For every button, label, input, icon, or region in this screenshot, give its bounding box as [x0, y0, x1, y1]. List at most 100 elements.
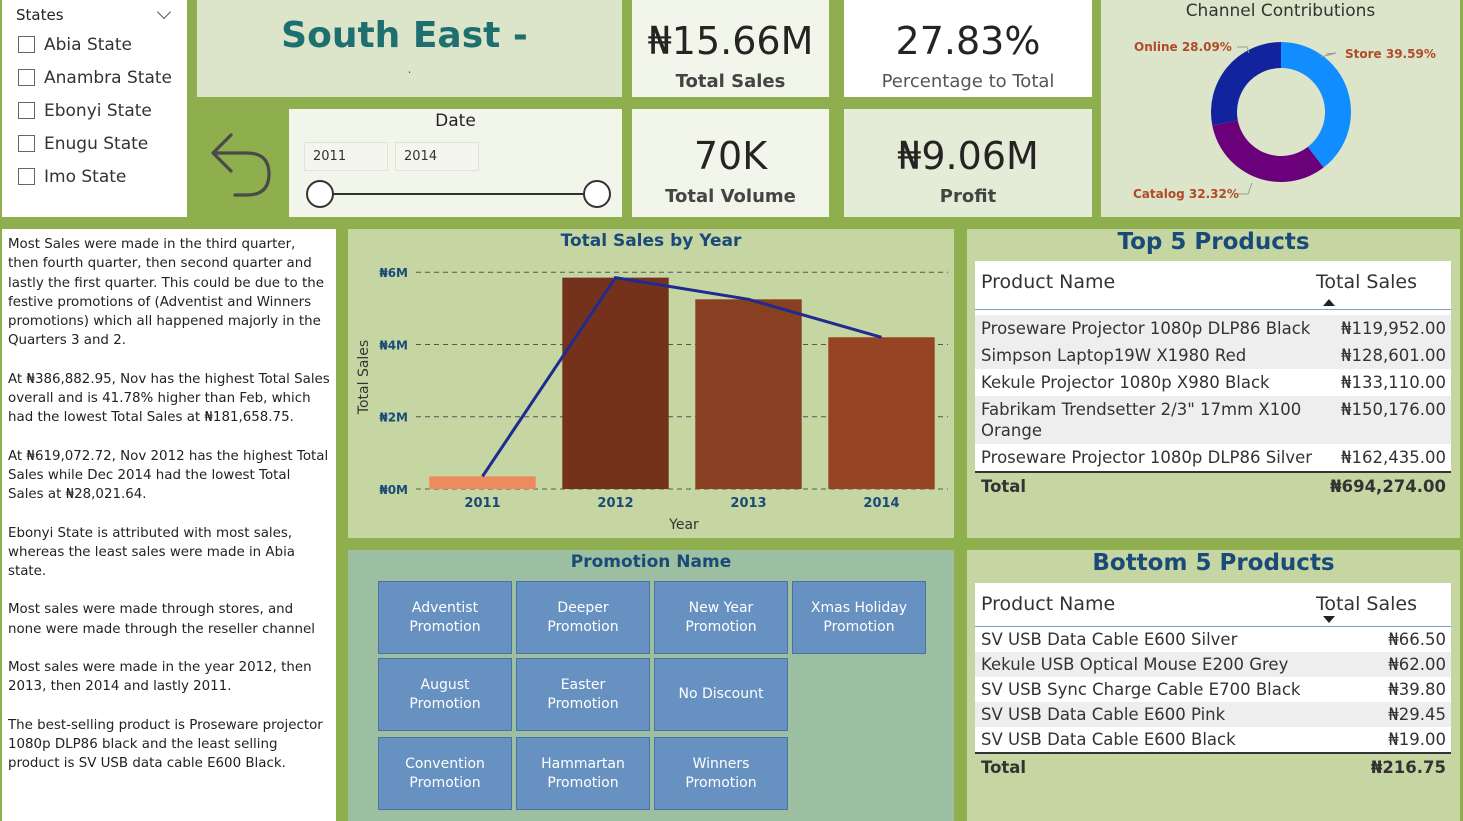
y-tick-label: ₦6M	[379, 266, 408, 280]
chart-title: Total Sales by Year	[561, 231, 742, 251]
product-name-cell: Fabrikam Trendsetter 2/3" 17mm X100 Oran…	[981, 400, 1302, 440]
promo-convention-button[interactable]: Convention Promotion	[378, 737, 512, 810]
table-spacer	[975, 310, 1451, 315]
y-tick-label: ₦0M	[379, 483, 408, 497]
table-row[interactable]: Kekule Projector 1080p X980 Black ₦133,11…	[975, 369, 1451, 396]
back-arrow-icon	[211, 133, 271, 197]
insight-text: The best-selling product is Proseware pr…	[8, 717, 323, 772]
total-sales-cell: ₦62.00	[1388, 655, 1446, 674]
sales-by-year-chart: Total Sales by Year Total Sales Year ₦0M…	[348, 229, 954, 538]
table-row[interactable]: SV USB Data Cable E600 Black ₦19.00	[975, 727, 1451, 752]
table-row[interactable]: SV USB Sync Charge Cable E700 Black ₦39.8…	[975, 677, 1451, 702]
x-tick-label: 2014	[863, 496, 899, 511]
date-slider-track[interactable]	[321, 193, 598, 195]
product-name-cell: Kekule Projector 1080p X980 Black	[981, 373, 1270, 392]
y-axis-label: Total Sales	[356, 340, 372, 415]
promo-adventist-button[interactable]: Adventist Promotion	[378, 581, 512, 654]
bottom-5-products-table: Bottom 5 Products Product Name Total Sal…	[967, 550, 1460, 821]
state-option-imo[interactable]: Imo State	[16, 160, 173, 193]
total-sales-cell: ₦19.00	[1388, 730, 1446, 749]
promo-deeper-button[interactable]: Deeper Promotion	[516, 581, 650, 654]
state-option-label: Enugu State	[44, 133, 149, 154]
total-label: Total	[981, 477, 1027, 496]
state-option-anambra[interactable]: Anambra State	[16, 61, 173, 94]
table-row[interactable]: Fabrikam Trendsetter 2/3" 17mm X100 Oran…	[975, 396, 1451, 444]
state-option-label: Abia State	[44, 34, 132, 55]
state-option-enugu[interactable]: Enugu State	[16, 127, 173, 160]
donut-slice-online[interactable]	[1211, 42, 1281, 126]
page-subtitle: .	[407, 62, 412, 76]
donut-slice-store[interactable]	[1281, 42, 1351, 168]
total-sales-cell: ₦119,952.00	[1341, 319, 1446, 338]
x-axis-label: Year	[668, 517, 699, 533]
sort-descending-icon[interactable]	[1323, 616, 1335, 623]
table-row[interactable]: Simpson Laptop19W X1980 Red ₦128,601.00	[975, 342, 1451, 369]
product-name-cell: SV USB Data Cable E600 Black	[981, 730, 1236, 749]
state-option-label: Ebonyi State	[44, 100, 152, 121]
y-tick-label: ₦2M	[379, 411, 408, 425]
date-slicer: Date 2011 2014	[289, 109, 622, 217]
total-sales-cell: ₦29.45	[1388, 705, 1446, 724]
checkbox[interactable]	[18, 102, 35, 119]
top-5-title: Top 5 Products	[1117, 229, 1310, 255]
table-row[interactable]: Proseware Projector 1080p DLP86 Black ₦11…	[975, 315, 1451, 342]
channel-label-store: Store 39.59%	[1345, 47, 1436, 61]
states-slicer-title: States	[16, 6, 64, 24]
promo-winners-button[interactable]: Winners Promotion	[654, 737, 788, 810]
checkbox[interactable]	[18, 36, 35, 53]
sales-by-year-svg: Total Sales by Year Total Sales Year ₦0M…	[356, 231, 948, 533]
promo-easter-button[interactable]: Easter Promotion	[516, 658, 650, 731]
profit-label: Profit	[939, 186, 997, 207]
total-sales-cell: ₦128,601.00	[1341, 346, 1446, 365]
table-row[interactable]: Kekule USB Optical Mouse E200 Grey ₦62.00	[975, 652, 1451, 677]
date-slider-end-handle[interactable]	[583, 180, 611, 208]
state-option-label: Imo State	[44, 166, 127, 187]
table-row[interactable]: SV USB Data Cable E600 Silver ₦66.50	[975, 627, 1451, 652]
promo-hammartan-button[interactable]: Hammartan Promotion	[516, 737, 650, 810]
promo-xmas-holiday-button[interactable]: Xmas Holiday Promotion	[792, 581, 926, 654]
donut-chart	[1211, 42, 1351, 195]
back-button[interactable]	[205, 125, 275, 200]
bar-2011[interactable]	[429, 476, 536, 489]
promo-august-button[interactable]: August Promotion	[378, 658, 512, 731]
date-start-input[interactable]: 2011	[304, 142, 388, 171]
checkbox[interactable]	[18, 168, 35, 185]
table-row[interactable]: Proseware Projector 1080p DLP86 Silver ₦1…	[975, 444, 1451, 471]
product-name-cell: Proseware Projector 1080p DLP86 Black	[981, 319, 1311, 338]
product-name-cell: SV USB Data Cable E600 Silver	[981, 630, 1238, 649]
column-header-total-sales[interactable]: Total Sales	[1316, 593, 1417, 615]
profit-value: ₦9.06M	[897, 134, 1039, 178]
x-tick-label: 2013	[730, 496, 766, 511]
table-header: Product Name Total Sales	[975, 583, 1451, 627]
date-end-input[interactable]: 2014	[395, 142, 479, 171]
promotion-slicer: Promotion Name Adventist Promotion Deepe…	[348, 550, 954, 821]
chevron-down-icon[interactable]	[156, 4, 172, 20]
bar-2013[interactable]	[695, 299, 802, 489]
insight-text: Most sales were made in the year 2012, t…	[8, 660, 312, 695]
checkbox[interactable]	[18, 135, 35, 152]
total-volume-value: 70K	[693, 134, 768, 178]
state-option-abia[interactable]: Abia State	[16, 28, 173, 61]
states-slicer-header[interactable]: States	[16, 4, 173, 24]
channel-label-catalog: Catalog 32.32%	[1133, 187, 1239, 201]
insight-text: Most sales were made through stores, and…	[8, 602, 315, 637]
channel-label-online: Online 28.09%	[1134, 40, 1232, 54]
date-slider-start-handle[interactable]	[306, 180, 334, 208]
donut-slice-catalog[interactable]	[1212, 120, 1324, 182]
column-header-total-sales[interactable]: Total Sales	[1316, 271, 1417, 293]
state-option-ebonyi[interactable]: Ebonyi State	[16, 94, 173, 127]
insight-text: At ₦386,882.95, Nov has the highest Tota…	[8, 371, 330, 426]
promo-new-year-button[interactable]: New Year Promotion	[654, 581, 788, 654]
column-header-product-name[interactable]: Product Name	[981, 593, 1116, 615]
table-row[interactable]: SV USB Data Cable E600 Pink ₦29.45	[975, 702, 1451, 727]
promo-no-discount-button[interactable]: No Discount	[654, 658, 788, 731]
column-header-product-name[interactable]: Product Name	[981, 271, 1116, 293]
bar-2012[interactable]	[562, 277, 669, 489]
insight-text: Most Sales were made in the third quarte…	[8, 237, 324, 349]
checkbox[interactable]	[18, 69, 35, 86]
total-sales-cell: ₦150,176.00	[1341, 400, 1446, 419]
region-title-card: South East - .	[197, 0, 622, 97]
bar-2014[interactable]	[828, 337, 935, 489]
sort-ascending-icon[interactable]	[1323, 299, 1335, 306]
product-name-cell: Proseware Projector 1080p DLP86 Silver	[981, 448, 1313, 467]
